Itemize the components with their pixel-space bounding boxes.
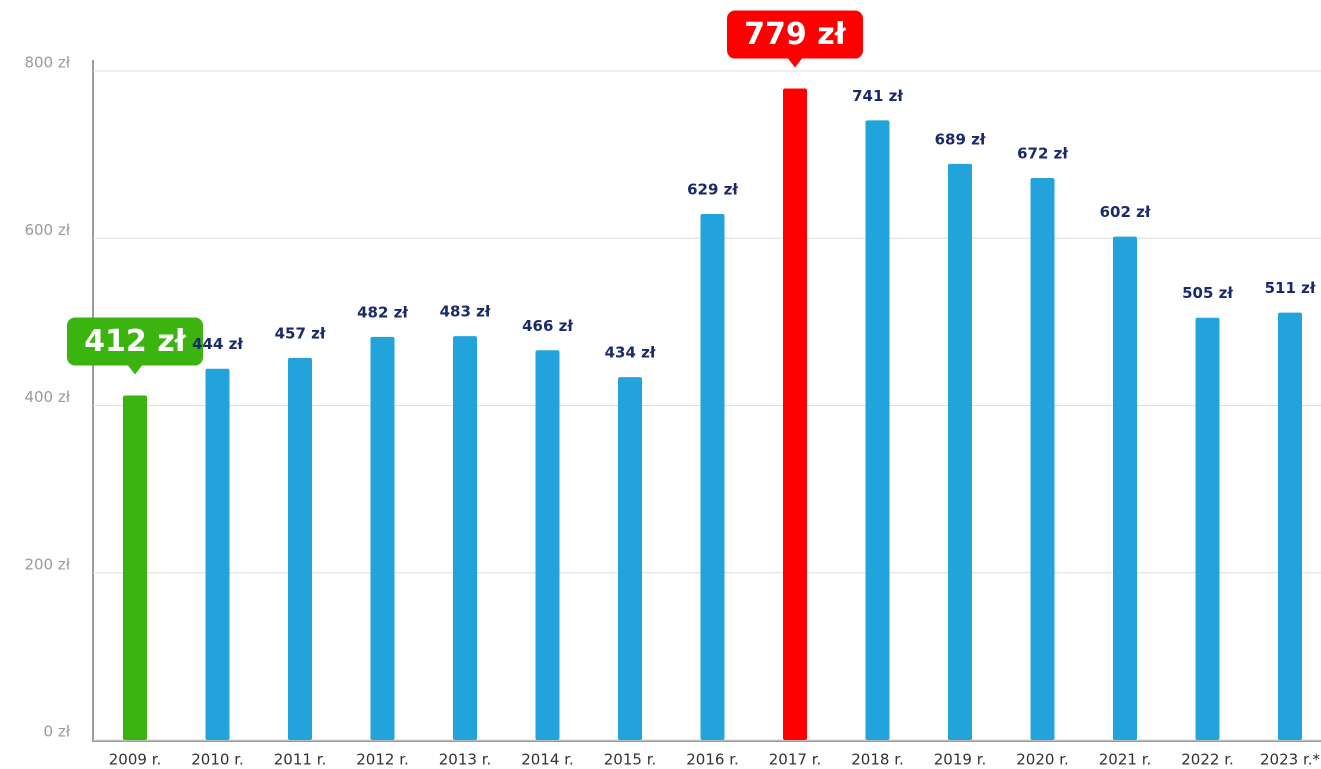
y-tick-label: 400 zł [24, 388, 70, 406]
y-tick-label: 200 zł [24, 555, 70, 573]
bar [948, 163, 972, 741]
value-label: 482 zł [357, 303, 408, 321]
x-tick-label: 2009 r. [109, 751, 162, 769]
callout-pointer [128, 365, 142, 375]
bar [700, 213, 725, 740]
x-tick-label: 2022 r. [1181, 751, 1234, 769]
bar [1278, 312, 1302, 740]
x-tick-label: 2017 r. [769, 751, 822, 769]
bar [205, 368, 230, 740]
bar [453, 336, 477, 740]
y-tick-label: 0 zł [44, 723, 71, 741]
value-label: 602 zł [1100, 203, 1151, 221]
x-tick-label: 2018 r. [851, 751, 904, 769]
bar [783, 88, 807, 740]
bar [618, 377, 642, 740]
y-tick-label: 600 zł [24, 221, 70, 239]
value-label: 505 zł [1182, 284, 1233, 302]
callout-box [727, 10, 863, 59]
bar [370, 336, 395, 740]
bar [288, 357, 312, 740]
callout-pointer [788, 58, 802, 68]
y-tick-label: 800 zł [24, 54, 70, 72]
x-tick-label: 2015 r. [604, 751, 657, 769]
x-tick-label: 2021 r. [1099, 751, 1152, 769]
value-label: 629 zł [687, 180, 738, 198]
value-label: 672 zł [1017, 145, 1068, 163]
x-tick-label: 2013 r. [439, 751, 492, 769]
bar [123, 395, 147, 740]
value-label: 689 zł [935, 130, 986, 148]
x-tick-label: 2020 r. [1016, 751, 1069, 769]
value-label: 483 zł [440, 303, 491, 321]
bar [1030, 178, 1055, 741]
value-label: 741 zł [852, 87, 903, 105]
value-label: 434 zł [605, 344, 656, 362]
x-tick-label: 2012 r. [356, 751, 409, 769]
callout-box [67, 317, 203, 366]
x-tick-label: 2011 r. [274, 751, 327, 769]
value-label: 444 zł [192, 335, 243, 353]
x-tick-label: 2010 r. [191, 751, 244, 769]
value-label: 412 zł [84, 324, 187, 359]
value-label: 779 zł [744, 17, 847, 52]
bar [1195, 317, 1220, 740]
value-label: 457 zł [275, 324, 326, 342]
x-tick-label: 2023 r.* [1260, 751, 1321, 769]
value-label: 511 zł [1265, 279, 1316, 297]
bar [1113, 236, 1137, 740]
x-tick-label: 2016 r. [686, 751, 739, 769]
x-tick-label: 2019 r. [934, 751, 987, 769]
bar [865, 120, 890, 741]
bar [535, 350, 560, 740]
x-tick-label: 2014 r. [521, 751, 574, 769]
value-label: 466 zł [522, 317, 573, 335]
